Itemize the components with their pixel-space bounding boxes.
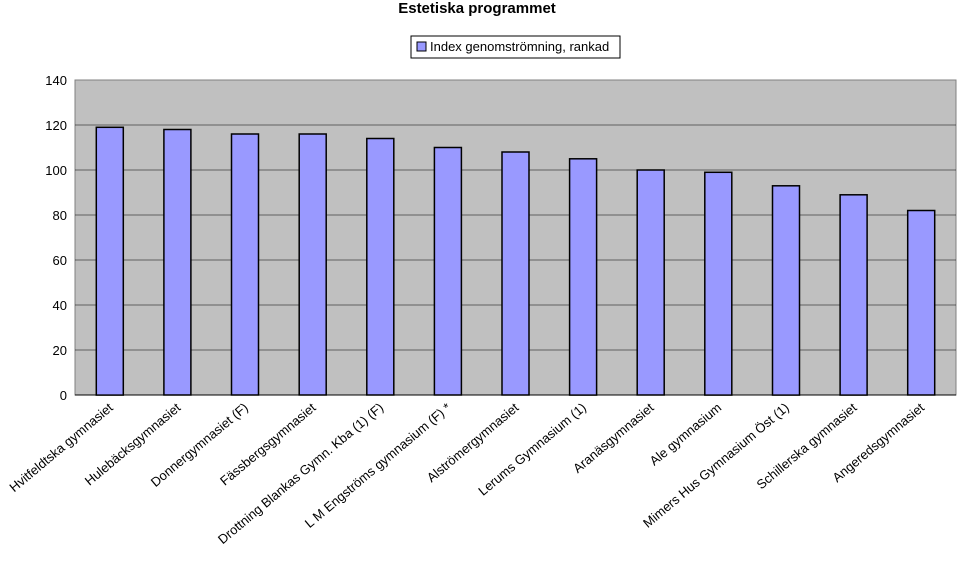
legend: Index genomströmning, rankad: [410, 35, 621, 59]
legend-label: Index genomströmning, rankad: [430, 39, 609, 54]
bar: [366, 137, 395, 396]
x-category-label: Mimers Hus Gymnasium Öst (1): [640, 400, 792, 531]
y-tick-label: 20: [53, 343, 67, 358]
bar: [501, 151, 530, 396]
bar: [433, 146, 463, 396]
bar: [568, 158, 598, 396]
legend-box: [410, 35, 621, 59]
y-tick-label: 100: [45, 163, 67, 178]
y-tick-label: 40: [53, 298, 67, 313]
bar: [230, 133, 260, 396]
y-tick-label: 0: [60, 388, 67, 403]
x-category-label: L M Engströms gymnasium (F) *: [302, 400, 454, 531]
x-category-label: Lerums Gymnasium (1): [475, 400, 589, 499]
y-tick-label: 60: [53, 253, 67, 268]
bar: [636, 169, 665, 396]
legend-swatch: [416, 41, 427, 52]
chart-title: Estetiska programmet: [398, 0, 556, 17]
y-tick-label: 140: [45, 73, 67, 88]
y-tick-label: 80: [53, 208, 67, 223]
bar: [95, 126, 125, 396]
bar: [839, 194, 868, 396]
y-axis-ticks: 0 20 40 60 80 100 120 140: [45, 73, 67, 403]
bars: [95, 126, 936, 396]
x-axis-labels: Hvitfeldtska gymnasietHulebäcksgymnasiet…: [6, 400, 927, 547]
bar: [298, 133, 327, 396]
bar: [163, 128, 192, 396]
bar: [906, 209, 936, 396]
bar: [771, 185, 801, 396]
bar: [704, 171, 733, 396]
y-tick-label: 120: [45, 118, 67, 133]
